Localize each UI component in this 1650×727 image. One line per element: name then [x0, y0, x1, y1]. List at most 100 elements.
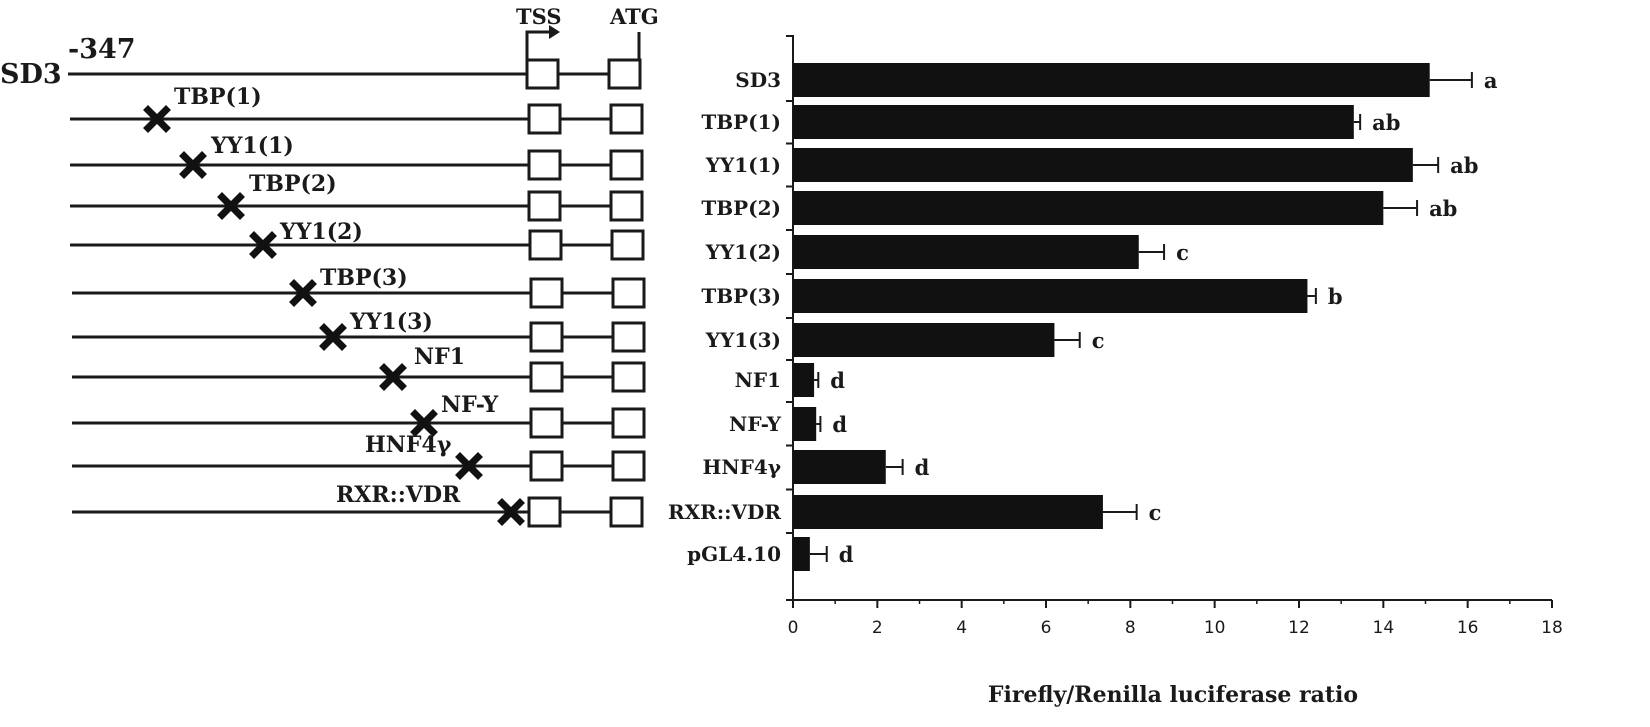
bar-group-rxr-vdr: RXR::VDR c	[668, 495, 1161, 529]
construct-name-sd3: SD3	[0, 59, 62, 90]
atg-exon-box	[607, 58, 642, 90]
tss-exon-box	[529, 277, 564, 309]
bar	[793, 63, 1430, 97]
category-label: pGL4.10	[687, 542, 781, 566]
bar-group-nf-y: NF-Y d	[729, 407, 847, 441]
mutation-cross-icon	[289, 279, 317, 307]
mutation-label: TBP(2)	[249, 171, 337, 197]
tss-arrow-icon	[525, 30, 552, 62]
atg-exon-box	[610, 229, 645, 261]
bars-group: SD3 a TBP(1) ab YY1(1) ab TBP(2) ab YY1(2) c TBP(3…	[668, 63, 1498, 571]
construct-row-nf-y: NF-Y	[72, 392, 646, 439]
bar	[793, 279, 1308, 313]
construct-row-nf1: NF1	[72, 344, 646, 393]
category-label: TBP(2)	[701, 196, 781, 220]
atg-label: ATG	[609, 4, 659, 29]
mutation-label: NF-Y	[441, 392, 498, 418]
bar-group-hnf4: HNF4γ d	[703, 450, 930, 484]
x-axis-title: Firefly/Renilla luciferase ratio	[988, 682, 1358, 708]
atg-exon-box	[609, 149, 644, 181]
significance-label: ab	[1450, 153, 1478, 178]
tss-exon-box	[527, 103, 562, 135]
x-tick-label: 4	[956, 618, 967, 638]
category-label: HNF4γ	[703, 455, 782, 479]
bar	[793, 407, 817, 441]
construct-row-rxr-vdr: RXR::VDR	[72, 482, 644, 528]
bar-group-yy1-1: YY1(1) ab	[705, 148, 1478, 182]
bar	[793, 191, 1384, 225]
significance-label: c	[1149, 500, 1162, 525]
bar	[793, 363, 815, 397]
construct-row-yy1-1: YY1(1)	[70, 133, 644, 181]
mutation-label: YY1(3)	[349, 309, 433, 335]
x-tick-label: 8	[1125, 618, 1136, 638]
bar-group-nf1: NF1 d	[735, 363, 845, 397]
x-tick-label: 12	[1288, 618, 1310, 638]
bar	[793, 323, 1055, 357]
category-label: NF-Y	[729, 412, 782, 436]
atg-exon-box	[611, 277, 646, 309]
atg-exon-box	[609, 190, 644, 222]
x-axis-ticks: 0 2 4 6 8 10 12 14 16 18	[788, 600, 1563, 638]
tss-exon-box	[529, 407, 564, 439]
atg-exon-box	[609, 496, 644, 528]
significance-label: c	[1092, 328, 1105, 353]
x-tick-label: 0	[788, 618, 799, 638]
construct-panel: SD3 -347 TSS ATG TBP(1) YY1(1) TBP(2) YY1(2…	[0, 4, 659, 528]
atg-exon-box	[611, 361, 646, 393]
significance-label: a	[1484, 68, 1498, 93]
category-label: TBP(1)	[701, 110, 781, 134]
mutation-cross-icon	[410, 409, 438, 437]
x-tick-label: 16	[1457, 618, 1479, 638]
mutation-cross-icon	[143, 105, 171, 133]
x-tick-label: 6	[1041, 618, 1052, 638]
construct-row-tbp-2: TBP(2)	[70, 171, 644, 222]
tss-exon-box	[527, 149, 562, 181]
mutation-label: RXR::VDR	[336, 482, 461, 508]
significance-label: c	[1176, 240, 1189, 265]
category-label: YY1(3)	[705, 328, 781, 352]
atg-exon-box	[611, 407, 646, 439]
category-label: TBP(3)	[701, 284, 781, 308]
tss-exon-box	[528, 229, 563, 261]
atg-exon-box	[611, 321, 646, 353]
mutation-cross-icon	[379, 363, 407, 391]
bar	[793, 450, 886, 484]
mutation-cross-icon	[179, 151, 207, 179]
bar-group-tbp-2: TBP(2) ab	[701, 191, 1457, 225]
mutation-cross-icon	[249, 231, 277, 259]
bar	[793, 105, 1354, 139]
mutation-label: NF1	[414, 344, 465, 370]
tss-exon-box	[529, 361, 564, 393]
bar-group-yy1-3: YY1(3) c	[705, 323, 1105, 357]
mutation-cross-icon	[497, 498, 525, 526]
mutation-cross-icon	[455, 452, 483, 480]
bar	[793, 495, 1103, 529]
x-tick-label: 10	[1204, 618, 1226, 638]
x-tick-label: 14	[1373, 618, 1395, 638]
bar-chart: SD3 a TBP(1) ab YY1(1) ab TBP(2) ab YY1(2) c TBP(3…	[668, 35, 1563, 708]
significance-label: d	[839, 542, 854, 567]
mutation-label: YY1(2)	[279, 219, 363, 245]
category-label: RXR::VDR	[668, 500, 781, 524]
tss-label: TSS	[516, 4, 562, 29]
mutation-cross-icon	[319, 323, 347, 351]
bar-group-sd3: SD3 a	[735, 63, 1498, 97]
construct-row-tbp-1: TBP(1)	[70, 84, 644, 135]
mutation-label: YY1(1)	[210, 133, 294, 159]
start-position-label: -347	[68, 34, 136, 65]
significance-label: d	[830, 368, 845, 393]
category-label: SD3	[735, 68, 781, 92]
tss-exon-box	[527, 190, 562, 222]
significance-label: b	[1328, 284, 1343, 309]
bar	[793, 537, 810, 571]
atg-exon-box	[609, 103, 644, 135]
x-tick-label: 2	[872, 618, 883, 638]
significance-label: d	[832, 412, 847, 437]
bar	[793, 235, 1139, 269]
construct-row-sd3	[68, 58, 642, 90]
construct-row-hnf4: HNF4γ	[72, 432, 646, 482]
tss-arrowhead-icon	[549, 25, 560, 39]
mutation-cross-icon	[217, 192, 245, 220]
